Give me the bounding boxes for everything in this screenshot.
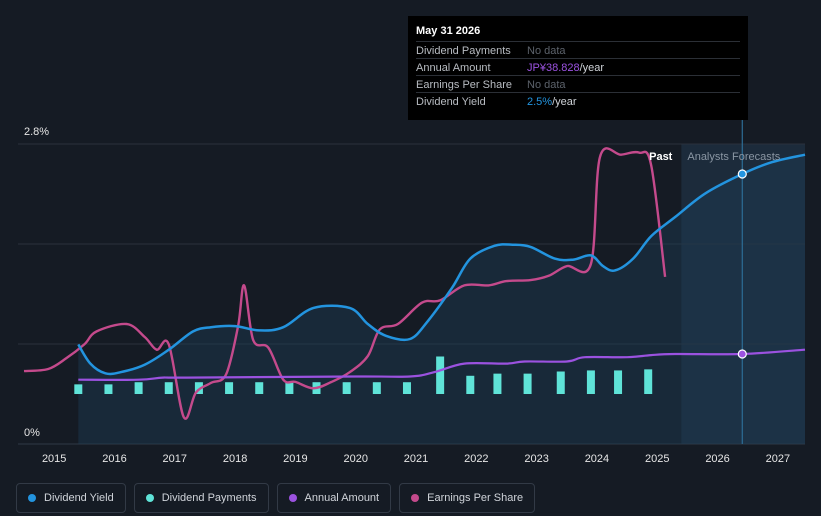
x-tick-label: 2022 [464,453,488,465]
tooltip-unit: /year [579,62,605,74]
dividend-payment-bar [225,382,234,394]
dividend-yield-area [78,154,806,444]
forecast-label: Analysts Forecasts [687,151,780,163]
tooltip-row-annual-amount: Annual Amount JP¥38.828/year [416,58,740,76]
legend-label: Dividend Payments [161,492,257,504]
dividend-payment-bar [194,382,203,394]
dividend-payment-bar [255,382,264,394]
legend-dot-icon [28,494,36,502]
legend-annual-amount[interactable]: Annual Amount [276,483,392,513]
hover-tooltip: May 31 2026 Dividend Payments No data An… [408,16,748,120]
legend-dot-icon [288,494,297,502]
x-tick-label: 2023 [524,453,548,465]
x-tick-label: 2026 [705,453,729,465]
tooltip-label: Annual Amount [416,62,491,74]
dividend-payment-bar [493,373,502,394]
tooltip-value: JP¥38.828 [527,62,580,74]
dividend-payment-bar [342,382,351,394]
dividend-payment-bar [436,356,445,394]
dividend-payment-bar [104,384,113,394]
x-tick-label: 2025 [645,453,669,465]
tooltip-date: May 31 2026 [416,25,481,37]
x-tick-label: 2024 [585,453,609,465]
tooltip-label: Dividend Payments [416,45,511,57]
x-tick-label: 2015 [42,453,66,465]
dividend-yield-line [77,153,806,376]
tooltip-value: No data [527,79,566,91]
annual-amount-line [78,348,806,381]
tooltip-row-dividend-yield: Dividend Yield 2.5%/year [416,92,740,110]
forecast-region [681,144,805,444]
dividend-payment-bar [402,382,411,394]
y-axis-label-bottom: 0% [24,427,40,439]
dividend-payment-bar [466,375,475,394]
legend-dividend-payments[interactable]: Dividend Payments [133,483,269,513]
tooltip-label: Dividend Yield [416,96,486,108]
chart-legend: Dividend Yield Dividend Payments Annual … [16,483,536,515]
hover-marker-yield [737,169,747,179]
past-label: Past [649,151,673,163]
tooltip-value-wrap: 2.5%/year [527,96,577,108]
dividend-payment-bar [164,382,173,394]
dividend-payment-bar [372,382,381,394]
tooltip-value-wrap: JP¥38.828/year [527,62,604,74]
legend-dot-icon [145,494,154,502]
tooltip-value: No data [527,45,566,57]
legend-label: Dividend Yield [44,492,114,504]
dividend-payment-bar [523,373,532,394]
x-tick-label: 2021 [404,453,428,465]
legend-label: Earnings Per Share [427,492,524,504]
dividend-payment-bar [74,384,83,394]
legend-dividend-yield[interactable]: Dividend Yield [16,483,126,513]
hover-marker-amount [737,349,747,359]
tooltip-value: 2.5% [527,96,553,108]
tooltip-unit: /year [552,96,577,108]
legend-earnings-per-share[interactable]: Earnings Per Share [399,483,536,513]
dividend-payment-bar [586,370,595,394]
dividend-payment-bar [614,370,623,394]
dividend-payment-bar [644,369,653,394]
tooltip-label: Earnings Per Share [416,79,512,91]
x-tick-label: 2018 [223,453,247,465]
legend-dot-icon [411,494,420,502]
x-tick-label: 2016 [102,453,126,465]
x-tick-label: 2020 [343,453,367,465]
x-tick-label: 2017 [163,453,187,465]
tooltip-row-dividend-payments: Dividend Payments No data [416,41,740,59]
dividend-payment-bar [285,382,294,394]
tooltip-row-earnings-per-share: Earnings Per Share No data [416,75,740,93]
legend-label: Annual Amount [304,492,380,504]
x-tick-label: 2027 [766,453,790,465]
x-tick-label: 2019 [283,453,307,465]
dividend-payment-bar [556,371,565,394]
y-axis-label-top: 2.8% [24,126,49,138]
earnings-per-share-line [23,147,667,420]
dividend-payment-bar [134,382,143,394]
